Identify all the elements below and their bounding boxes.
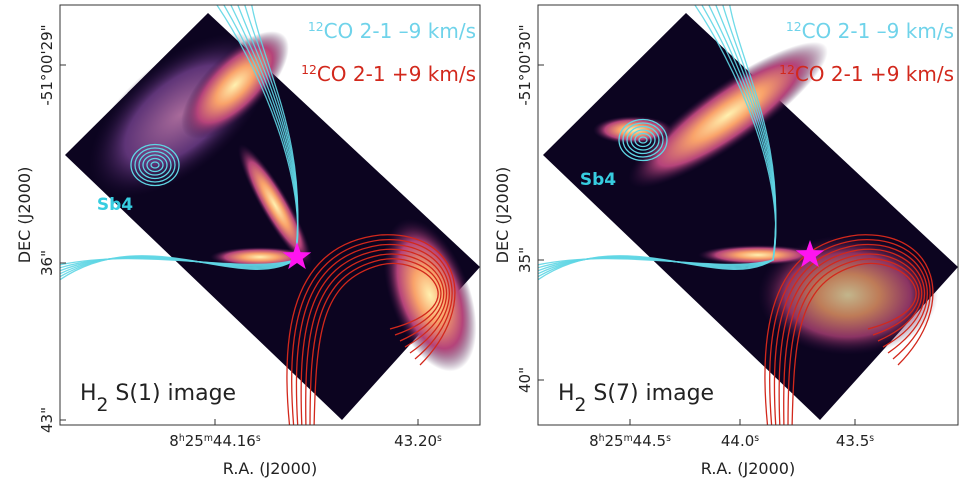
- x-tick-label: 8h25m44.5s: [589, 432, 671, 450]
- legend-entry: 12CO 2-1 –9 km/s: [786, 19, 954, 44]
- contour-blue: [138, 150, 172, 180]
- text-part: h: [179, 433, 185, 444]
- y-axis-label: DEC (J2000): [15, 167, 34, 264]
- text-part: 25: [605, 432, 624, 450]
- image: [538, 5, 958, 425]
- text-part: 43.5: [836, 432, 869, 450]
- contour-blue: [630, 129, 656, 151]
- text-part: m: [624, 433, 633, 444]
- axes-frame: [59, 4, 481, 426]
- contour-red: [769, 239, 931, 425]
- x-axis-label: R.A. (J2000): [223, 459, 317, 478]
- text-part: s: [256, 433, 261, 444]
- y-tick-label: 40": [516, 367, 534, 393]
- contour-blue: [142, 154, 168, 176]
- contour-blue: [634, 132, 652, 148]
- image-label: H2 S(1) image: [80, 381, 236, 416]
- text-part: s: [754, 433, 759, 444]
- contour-red: [300, 248, 448, 425]
- y-tick-label: 36": [38, 250, 56, 276]
- star-marker: [795, 240, 825, 268]
- text-part: 44.5: [633, 432, 666, 450]
- text-part: 25: [185, 432, 204, 450]
- text-part: 12: [786, 19, 802, 34]
- contour-red: [295, 243, 450, 425]
- text-part: 12: [301, 62, 317, 77]
- image-label: H2 S(7) image: [558, 381, 714, 416]
- contour-red: [783, 253, 923, 425]
- text-part: s: [437, 433, 442, 444]
- text-part: s: [666, 433, 671, 444]
- text-part: 12: [308, 19, 324, 34]
- x-tick-label: 44.0s: [721, 432, 759, 450]
- emission: [628, 41, 828, 189]
- text-part: CO 2-1 –9 km/s: [324, 19, 476, 43]
- image: [60, 5, 480, 425]
- contour-red: [309, 258, 442, 425]
- contour-blue: [638, 136, 648, 144]
- emission: [383, 218, 477, 372]
- y-tick-label: -51°00'30": [516, 24, 534, 105]
- x-axis-label: R.A. (J2000): [701, 459, 795, 478]
- contour-red: [286, 234, 456, 425]
- text-part: 2: [97, 395, 109, 416]
- text-part: CO 2-1 +9 km/s: [317, 62, 476, 86]
- contour-red: [778, 248, 926, 425]
- y-axis-label: DEC (J2000): [493, 167, 512, 264]
- contour-red: [764, 234, 934, 425]
- text-part: S(1) image: [108, 381, 236, 406]
- y-tick-label: 35": [516, 247, 534, 273]
- contour-blue: [538, 5, 777, 281]
- legend-entry: 12CO 2-1 –9 km/s: [308, 19, 476, 44]
- legend-entry: 12CO 2-1 +9 km/s: [779, 62, 954, 87]
- emission: [698, 245, 818, 265]
- text-part: 2: [575, 395, 587, 416]
- panel: 8h25m44.16s 43.20s-51°00'29"36"43"R.A. (J…: [15, 4, 481, 478]
- text-part: h: [599, 433, 605, 444]
- emission: [237, 143, 313, 267]
- text-part: H: [558, 381, 575, 406]
- contour-red: [773, 243, 928, 425]
- text-part: s: [869, 433, 874, 444]
- contour-blue: [130, 143, 180, 187]
- source-label: Sb4: [97, 195, 133, 215]
- text-part: CO 2-1 +9 km/s: [795, 62, 954, 86]
- legend-entry: 12CO 2-1 +9 km/s: [301, 62, 476, 87]
- x-tick-label: 43.5s: [836, 432, 874, 450]
- y-tick-label: 43": [38, 407, 56, 433]
- contour-blue: [622, 122, 664, 158]
- x-tick-label: 8h25m44.16s: [169, 432, 261, 450]
- text-part: 8: [169, 432, 179, 450]
- contour-red: [291, 239, 453, 425]
- x-tick-label: 43.20s: [394, 432, 442, 450]
- source-label: Sb4: [580, 170, 616, 190]
- contour-red: [787, 258, 920, 425]
- text-part: 44.16: [213, 432, 256, 450]
- text-part: 8: [589, 432, 599, 450]
- contour-red: [305, 253, 445, 425]
- star-marker: [282, 242, 312, 270]
- text-part: 12: [779, 62, 795, 77]
- contour-blue: [134, 147, 176, 183]
- text-part: 43.20: [394, 432, 437, 450]
- panel: 8h25m44.5s 44.0s 43.5s-51°00'30"35"40"R.A.…: [493, 4, 959, 478]
- contour-red: [313, 262, 439, 425]
- contour-blue: [146, 157, 164, 173]
- emission: [181, 31, 289, 139]
- contour-blue: [150, 161, 160, 169]
- contour-blue: [618, 118, 668, 162]
- text-part: S(7) image: [586, 381, 714, 406]
- text-part: 44.0: [721, 432, 754, 450]
- axes-frame: [537, 4, 959, 426]
- text-part: CO 2-1 –9 km/s: [802, 19, 954, 43]
- contour-red: [791, 262, 917, 425]
- y-tick-label: -51°00'29": [38, 24, 56, 105]
- text-part: H: [80, 381, 97, 406]
- text-part: m: [204, 433, 213, 444]
- contour-blue: [626, 125, 660, 155]
